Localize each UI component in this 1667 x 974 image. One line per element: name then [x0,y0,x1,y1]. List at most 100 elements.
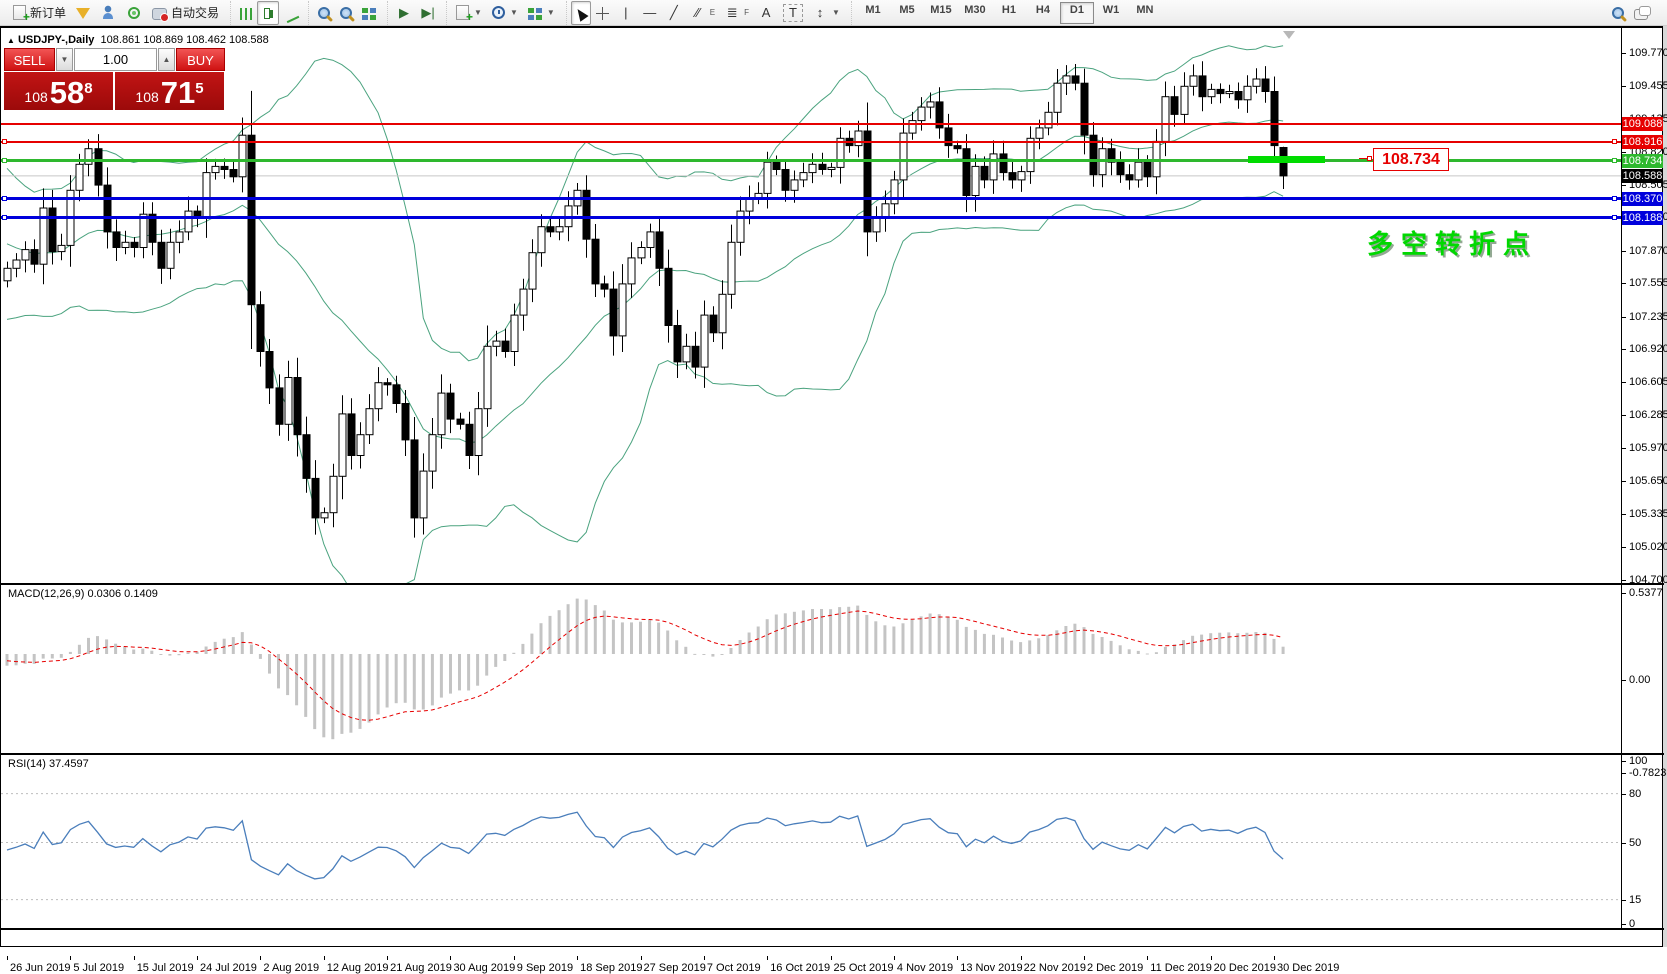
macd-bar [168,654,172,656]
tile-windows-button[interactable] [357,1,381,25]
sell-price-box[interactable]: 108 58 8 [4,72,113,110]
text-label-button[interactable]: T [778,1,808,25]
hline-handle[interactable] [1612,157,1617,163]
main-chart-plot[interactable] [1,29,1621,583]
hline-handle[interactable] [1612,214,1617,220]
text-button[interactable]: A [754,1,778,25]
timeframe-w1[interactable]: W1 [1102,3,1120,16]
timeframe-d1[interactable]: D1 [1059,1,1094,24]
horizontal-line-icon: — [643,4,657,20]
macd-bar [177,654,181,656]
buy-button[interactable]: BUY [176,48,225,71]
macd-pane-separator[interactable] [1,583,1664,585]
candle-body [818,163,827,171]
macd-bar [340,654,344,734]
timeframe-h4[interactable]: H4 [1035,3,1050,16]
turning-point-note[interactable]: 多空转折点 [1367,229,1538,259]
horizontal-line-button[interactable]: — [638,1,662,25]
fibonacci-button[interactable]: ≣ F [720,1,754,25]
channel-button[interactable]: ⁄⁄ E [686,1,720,25]
volume-down-button[interactable]: ▼ [56,48,73,71]
hline-handle[interactable] [2,157,7,163]
candle-body [84,148,93,165]
volume-up-button[interactable]: ▲ [158,48,175,71]
candle-body [202,172,211,219]
search-button[interactable] [1607,1,1629,25]
hline-handle[interactable] [2,195,7,201]
buy-price-box[interactable]: 108 71 5 [115,72,224,110]
green-highlight-segment[interactable] [1248,156,1325,163]
crosshair-button[interactable] [591,1,614,25]
templates-button[interactable]: ▼ [523,1,560,25]
macd-bar [910,619,914,654]
price-callout-label[interactable]: 108.734 [1373,148,1449,171]
price-axis-label: 107.235 [1629,310,1667,323]
macd-axis-tick [1621,680,1626,681]
rsi-pane-separator[interactable] [1,753,1664,755]
hline-handle[interactable] [1612,195,1617,201]
zoom-out-button[interactable] [335,1,357,25]
signals-button[interactable] [121,1,147,25]
macd-bar [123,646,127,654]
candle-body [1116,161,1125,176]
bar-chart-button[interactable] [235,1,257,25]
candle-body [709,314,718,334]
timeframe-m5[interactable]: M5 [899,3,915,16]
candle-body [1089,134,1098,176]
autotrading-button[interactable]: 自动交易 [147,1,224,25]
macd-bar [476,654,480,686]
timeframe-m15[interactable]: M15 [930,3,952,16]
cursor-button[interactable] [570,0,591,25]
date-label: 11 Dec 2019 [1150,962,1212,974]
timeframe-m30[interactable]: M30 [964,3,986,16]
sell-button[interactable]: SELL [4,48,55,71]
profile-button[interactable] [95,1,121,25]
profile-icon [100,4,117,21]
periods-button[interactable]: ▼ [487,1,523,25]
macd-bar [530,633,534,654]
candle-body [1017,171,1026,181]
candle-body [682,345,691,363]
candle-body [763,161,772,194]
rsi-axis-label: 15 [1629,893,1642,906]
hline-108.188[interactable] [1,216,1621,220]
rsi-plot[interactable] [1,755,1621,928]
arrows-button[interactable]: ↕ ▼ [808,1,845,25]
price-axis-tick [1621,481,1626,483]
hline-handle[interactable] [2,214,7,220]
community-chat-button[interactable] [1629,1,1653,25]
chart-shift-marker-icon[interactable] [1283,31,1295,39]
trendline-button[interactable]: ╱ [662,1,686,25]
macd-bar [937,614,941,654]
macd-plot[interactable] [1,585,1621,753]
macd-bar [792,611,796,654]
macd-bar [874,621,878,654]
auto-scroll-button[interactable]: ▶ [392,1,416,25]
timeframe-m1[interactable]: M1 [865,3,881,16]
timeframe-mn[interactable]: MN [1136,3,1154,16]
line-chart-button[interactable] [279,1,302,25]
vertical-line-button[interactable]: | [614,1,638,25]
zoom-in-button[interactable] [313,1,335,25]
templates-icon [527,7,542,20]
fibo-letter: F [744,8,750,17]
indicators-button[interactable]: ▼ [451,1,487,25]
collapse-triangle-icon[interactable]: ▲ [7,36,15,45]
hline-108.916[interactable] [1,140,1621,143]
timeframe-h1[interactable]: H1 [1001,3,1016,16]
hline-handle[interactable] [2,138,7,144]
volume-input[interactable] [74,48,157,71]
chart-shift-button[interactable]: ▶| [416,1,440,25]
new-order-button[interactable]: 新订单 [8,1,71,25]
hline-109.088[interactable] [1,122,1621,125]
macd-bar [68,651,72,654]
megaphone-button[interactable] [71,1,95,25]
candlestick-chart-button[interactable] [257,0,280,25]
trendline-icon: ╱ [669,4,678,20]
hline-108.370[interactable] [1,197,1621,201]
hline-108.734[interactable] [1,159,1621,163]
macd-bar [1055,630,1059,654]
hline-handle[interactable] [1612,138,1617,144]
macd-bar [512,652,516,654]
macd-bar [231,637,235,654]
